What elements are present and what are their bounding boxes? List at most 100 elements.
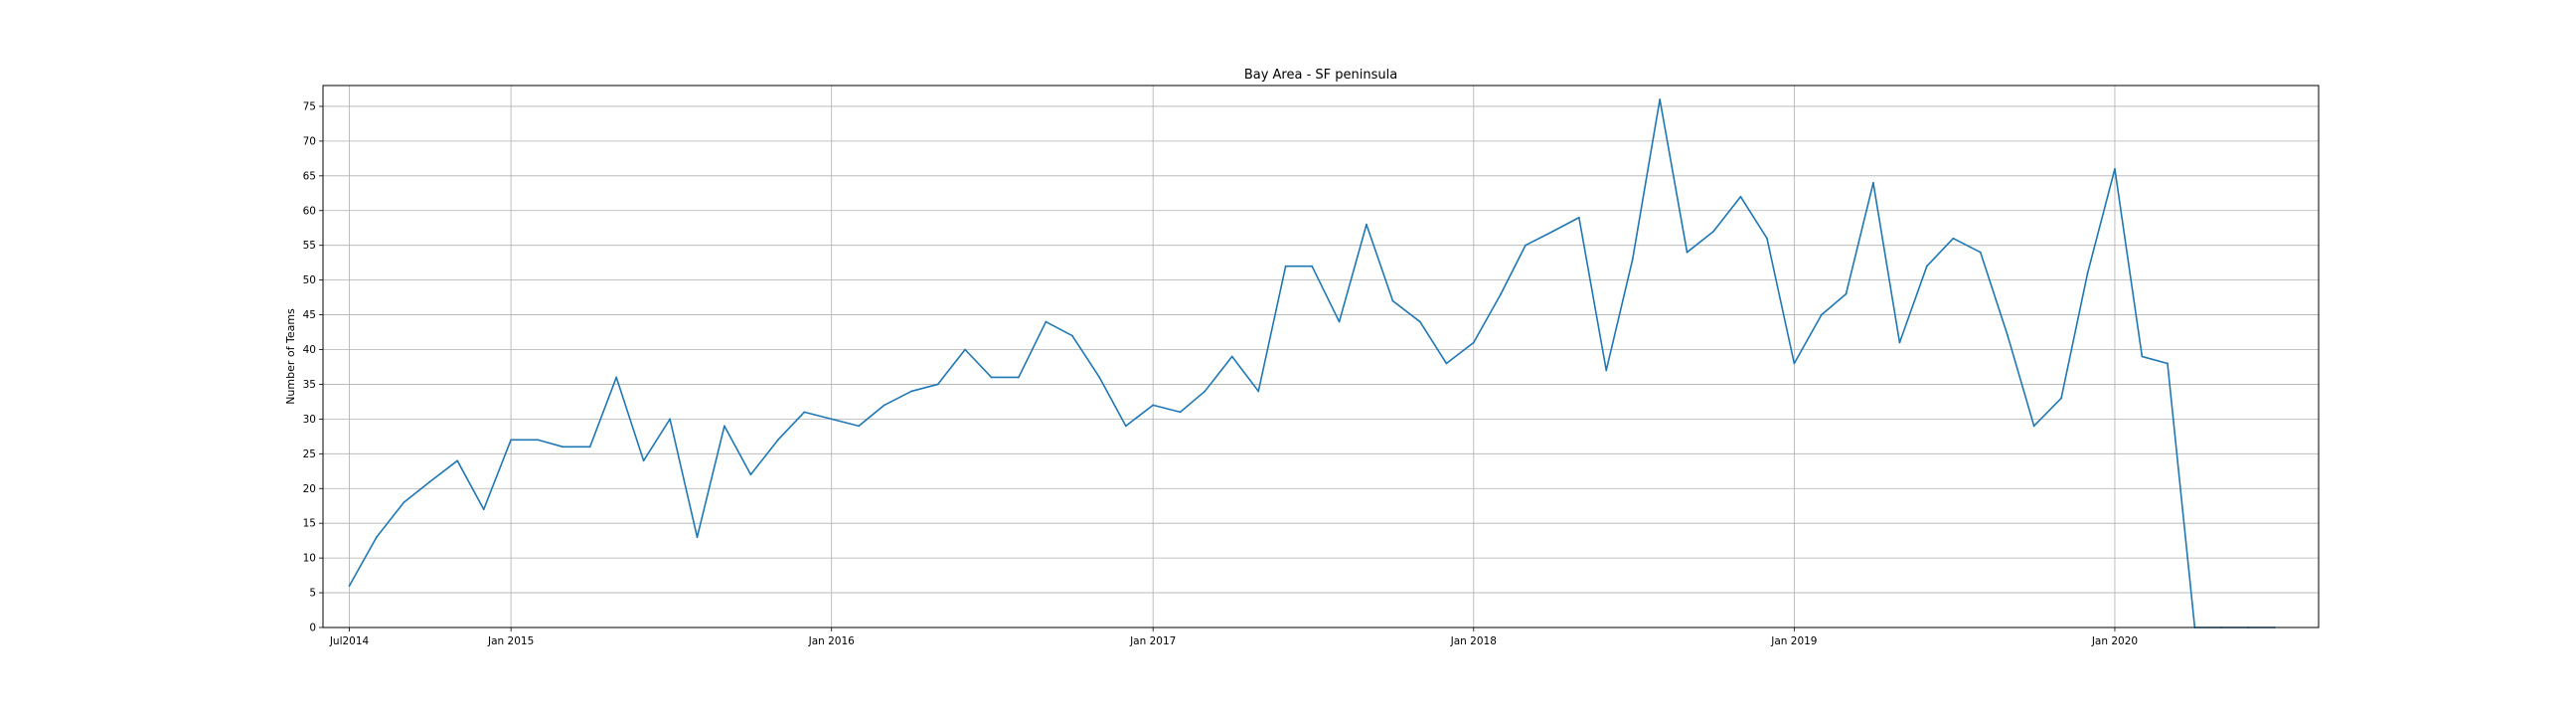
data-point bbox=[1204, 390, 1207, 393]
x-tick-label: Jan 2015 bbox=[487, 635, 534, 647]
y-axis-ticks: 0 5 10 15 20 25 30 35 40 45 50 55 60 65 70 75 bbox=[303, 100, 323, 634]
data-point bbox=[482, 508, 485, 511]
data-point bbox=[1124, 425, 1127, 428]
data-point bbox=[2086, 271, 2089, 274]
data-point bbox=[1070, 334, 1073, 337]
data-point bbox=[1311, 265, 1314, 268]
data-point bbox=[537, 439, 540, 442]
data-point bbox=[1739, 195, 1742, 198]
y-tick-label: 35 bbox=[303, 379, 316, 391]
x-tick-label: Jan 2017 bbox=[1129, 635, 1176, 647]
x-tick-label: Jan 2019 bbox=[1770, 635, 1817, 647]
y-tick-label: 10 bbox=[303, 553, 316, 565]
data-point bbox=[1418, 320, 1421, 323]
y-tick-label: 45 bbox=[303, 309, 316, 321]
y-tick-label: 75 bbox=[303, 100, 316, 112]
y-tick-label: 0 bbox=[309, 623, 316, 634]
data-point bbox=[1820, 313, 1823, 316]
y-tick-label: 55 bbox=[303, 240, 316, 252]
data-point bbox=[1712, 230, 1714, 233]
data-point bbox=[749, 473, 752, 476]
data-point bbox=[1898, 341, 1901, 344]
data-point bbox=[1686, 251, 1689, 254]
y-gridlines bbox=[323, 105, 2319, 628]
series-layer bbox=[348, 98, 2276, 628]
x-tick-label: Jan 2020 bbox=[2091, 635, 2138, 647]
data-point bbox=[1391, 299, 1394, 302]
data-point bbox=[1152, 404, 1155, 407]
data-point bbox=[724, 425, 725, 428]
data-point bbox=[1366, 223, 1368, 226]
data-point bbox=[1605, 369, 1608, 372]
data-point bbox=[1445, 362, 1448, 365]
y-tick-label: 25 bbox=[303, 448, 316, 460]
data-point bbox=[669, 418, 671, 421]
data-point bbox=[696, 536, 699, 539]
x-tick-label: Jul2014 bbox=[329, 635, 370, 647]
data-point bbox=[1577, 216, 1580, 219]
x-axis-ticks: Jul2014 Jan 2015 Jan 2016 Jan 2017 Jan 2018 J… bbox=[329, 627, 2138, 647]
data-point bbox=[1338, 320, 1341, 323]
data-point bbox=[2114, 167, 2116, 170]
data-point bbox=[1179, 411, 1182, 414]
data-point bbox=[1230, 355, 1233, 358]
y-tick-label: 20 bbox=[303, 483, 316, 495]
y-tick-label: 30 bbox=[303, 414, 316, 426]
data-point bbox=[1525, 244, 1527, 247]
data-point bbox=[1979, 251, 1982, 254]
y-tick-label: 65 bbox=[303, 170, 316, 182]
data-point bbox=[1952, 237, 1955, 240]
x-tick-label: Jan 2016 bbox=[808, 635, 856, 647]
data-point bbox=[2141, 355, 2144, 358]
data-point bbox=[1284, 265, 1287, 268]
data-point bbox=[562, 446, 564, 448]
data-point bbox=[1766, 237, 1768, 240]
y-axis-label: Number of Teams bbox=[284, 308, 297, 405]
data-point bbox=[1659, 98, 1662, 100]
data-point bbox=[1793, 362, 1796, 365]
y-tick-label: 15 bbox=[303, 518, 316, 530]
plot-frame bbox=[322, 85, 2320, 628]
x-tick-label: Jan 2018 bbox=[1450, 635, 1497, 647]
data-point bbox=[615, 376, 618, 379]
series-line-0 bbox=[348, 98, 2275, 628]
y-tick-label: 70 bbox=[303, 135, 316, 147]
data-point bbox=[830, 418, 833, 421]
data-point bbox=[990, 376, 993, 379]
data-point bbox=[2007, 334, 2010, 337]
y-tick-label: 50 bbox=[303, 274, 316, 286]
data-point bbox=[936, 383, 939, 386]
data-point bbox=[456, 459, 459, 462]
data-point bbox=[428, 480, 431, 483]
data-point bbox=[1872, 181, 1874, 184]
data-point bbox=[1018, 376, 1020, 379]
data-point bbox=[2060, 397, 2062, 400]
data-point bbox=[588, 446, 591, 448]
data-point bbox=[1257, 390, 1260, 393]
data-point bbox=[1845, 292, 1848, 295]
y-tick-label: 5 bbox=[309, 588, 316, 600]
data-point bbox=[803, 411, 806, 414]
data-point bbox=[883, 404, 886, 407]
data-point bbox=[402, 501, 405, 504]
data-point bbox=[1098, 376, 1101, 379]
data-point bbox=[2032, 425, 2035, 428]
chart-title: Bay Area - SF peninsula bbox=[1244, 68, 1397, 83]
data-point bbox=[642, 459, 645, 462]
data-point bbox=[348, 585, 351, 587]
data-point bbox=[1631, 258, 1634, 261]
data-point bbox=[858, 425, 861, 428]
y-tick-label: 40 bbox=[303, 344, 316, 356]
y-tick-label: 60 bbox=[303, 205, 316, 217]
data-point bbox=[776, 439, 779, 442]
data-point bbox=[910, 390, 913, 393]
data-point bbox=[1551, 230, 1554, 233]
data-point bbox=[376, 536, 378, 539]
data-point bbox=[964, 348, 966, 351]
data-point bbox=[1045, 320, 1047, 323]
data-point bbox=[510, 439, 513, 442]
data-point bbox=[1472, 341, 1475, 344]
data-point bbox=[1500, 292, 1503, 295]
data-point bbox=[2167, 362, 2169, 365]
